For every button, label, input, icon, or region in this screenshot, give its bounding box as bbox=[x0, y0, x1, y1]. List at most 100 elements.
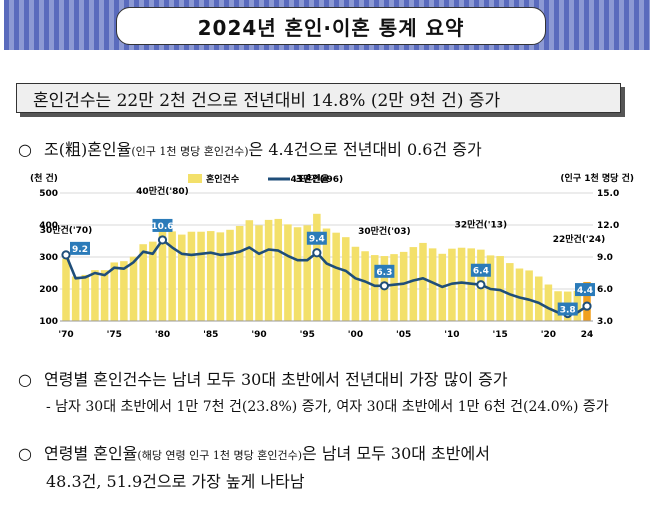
bar bbox=[149, 241, 157, 321]
bar bbox=[544, 284, 553, 321]
age-rate-values: 48.3건, 51.9건으로 가장 높게 나타남 bbox=[46, 472, 305, 491]
title-banner: 2024년 혼인·이혼 통계 요약 bbox=[4, 0, 650, 50]
bar bbox=[322, 228, 331, 321]
rate-label-box bbox=[70, 241, 90, 255]
rate-label-box bbox=[557, 302, 578, 316]
crude-rate-line bbox=[64, 238, 588, 315]
rate-point-marker bbox=[582, 301, 592, 311]
count-annotation: 30만건('70) bbox=[40, 224, 93, 236]
bar bbox=[235, 225, 244, 321]
x-tick-label: '00 bbox=[348, 330, 363, 340]
rate-point-marker bbox=[476, 280, 486, 290]
bar bbox=[71, 276, 80, 321]
age-count-detail: - 남자 30대 초반에서 1만 7천 건(23.8%) 증가, 여자 30대 … bbox=[46, 399, 609, 415]
chart-annotations: 30만건('70) 9.2 40만건('80) 10.6 43만건('96) 9.4 30만… bbox=[40, 173, 606, 319]
rate-label-box bbox=[374, 264, 395, 278]
x-tick-label: '95 bbox=[300, 330, 315, 340]
rate-point-marker bbox=[157, 235, 168, 245]
bar bbox=[361, 251, 369, 321]
legend-label-count: 혼인건수 bbox=[206, 173, 239, 185]
x-tick-label: '20 bbox=[541, 330, 556, 340]
bar bbox=[428, 248, 437, 321]
bar bbox=[100, 270, 109, 321]
bar bbox=[255, 225, 263, 321]
x-tick-label: '85 bbox=[203, 330, 218, 340]
bar bbox=[534, 276, 543, 321]
bullet-crude-rate: ○ 조(粗)혼인율(인구 1천 명당 혼인건수)은 4.4건으로 전년대비 0.6… bbox=[18, 136, 482, 160]
rate-label-box bbox=[470, 263, 491, 277]
bar bbox=[399, 251, 408, 321]
bar bbox=[216, 232, 225, 321]
y-right-tick-label: 3.0 bbox=[597, 317, 613, 327]
bar bbox=[515, 268, 524, 321]
y-right-tick-label: 9.0 bbox=[597, 253, 613, 263]
page-title: 2024년 혼인·이혼 통계 요약 bbox=[116, 7, 546, 45]
bar bbox=[91, 270, 99, 321]
rate-label-box bbox=[575, 283, 595, 297]
y-left-tick-label: 400 bbox=[39, 221, 58, 231]
rate-label-box bbox=[152, 218, 173, 232]
count-annotation: 40만건('80) bbox=[136, 185, 189, 197]
marriage-count-bars bbox=[62, 213, 591, 321]
bullet-age-rate: ○ 연령별 혼인율(해당 연령 인구 1천 명당 혼인건수)은 남녀 모두 30대… bbox=[18, 440, 490, 464]
bar bbox=[206, 231, 215, 321]
count-annotation: 30만건('03) bbox=[358, 225, 411, 237]
age-rate-term: 연령별 혼인율 bbox=[44, 444, 138, 463]
count-annotation: 32만건('13) bbox=[455, 219, 508, 231]
bar bbox=[506, 263, 514, 321]
x-tick-label: '10 bbox=[444, 330, 459, 340]
bar bbox=[226, 229, 234, 321]
bar bbox=[293, 227, 302, 321]
crude-rate-note: (인구 1천 명당 혼인건수) bbox=[131, 145, 249, 158]
bar bbox=[81, 274, 90, 321]
chart-legend: 혼인건수 조혼인율 bbox=[188, 173, 329, 185]
bar bbox=[178, 234, 186, 321]
count-annotation: 22만건('24) bbox=[553, 233, 606, 245]
marriage-chart: 100 200 300 400 500 3.0 6.0 9.0 12.0 15.0 (천 건) (인구… bbox=[30, 172, 634, 340]
bar bbox=[158, 224, 167, 321]
age-rate-note: (해당 연령 인구 1천 명당 혼인건수) bbox=[137, 449, 303, 462]
headline-box: 혼인건수는 22만 2천 건으로 전년대비 14.8% (2만 9천 건) 증가 bbox=[16, 83, 621, 113]
legend-label-rate: 조혼인율 bbox=[296, 173, 329, 185]
rate-point-marker bbox=[312, 248, 322, 258]
bullet-marker: ○ bbox=[18, 140, 32, 159]
x-tick-label: '90 bbox=[251, 330, 266, 340]
bullet-marker: ○ bbox=[18, 444, 32, 463]
bar bbox=[496, 256, 504, 321]
bar bbox=[274, 218, 283, 321]
age-rate-text: 은 남녀 모두 30대 초반에서 bbox=[302, 444, 490, 463]
rate-series-line bbox=[64, 238, 588, 315]
bar bbox=[332, 232, 340, 321]
rate-label: 6.4 bbox=[473, 267, 489, 277]
x-tick-label: '70 bbox=[58, 330, 73, 340]
y-left-tick-label: 500 bbox=[39, 189, 58, 199]
bar bbox=[264, 219, 273, 321]
chart-axes: 100 200 300 400 500 3.0 6.0 9.0 12.0 15.0 (천 건) (인구… bbox=[30, 172, 634, 340]
rate-label-box bbox=[306, 231, 327, 245]
bar bbox=[342, 237, 350, 321]
bar bbox=[187, 231, 196, 321]
bar bbox=[139, 244, 147, 321]
bar bbox=[129, 256, 138, 321]
legend-swatch-count bbox=[188, 174, 202, 183]
rate-point-marker bbox=[61, 250, 71, 260]
x-tick-label: 24 bbox=[581, 330, 594, 340]
age-count-text: 연령별 혼인건수는 남녀 모두 30대 초반에서 전년대비 가장 많이 증가 bbox=[44, 370, 508, 389]
y-right-tick-label: 6.0 bbox=[597, 285, 613, 295]
bar bbox=[370, 255, 379, 321]
bar bbox=[390, 254, 398, 321]
bar bbox=[351, 246, 360, 321]
y-right-tick-label: 15.0 bbox=[597, 189, 619, 199]
rate-label: 6.3 bbox=[376, 268, 392, 278]
y-right-unit: (인구 1천 명당 건) bbox=[560, 172, 634, 184]
y-left-tick-label: 100 bbox=[39, 317, 58, 327]
bar bbox=[120, 261, 128, 321]
bar bbox=[110, 262, 119, 321]
bar bbox=[409, 247, 418, 321]
y-left-unit: (천 건) bbox=[30, 172, 58, 184]
rate-label: 4.4 bbox=[577, 286, 593, 296]
bar bbox=[525, 270, 533, 321]
rate-label: 10.6 bbox=[151, 222, 173, 232]
x-tick-label: '75 bbox=[107, 330, 122, 340]
bar bbox=[457, 247, 466, 321]
